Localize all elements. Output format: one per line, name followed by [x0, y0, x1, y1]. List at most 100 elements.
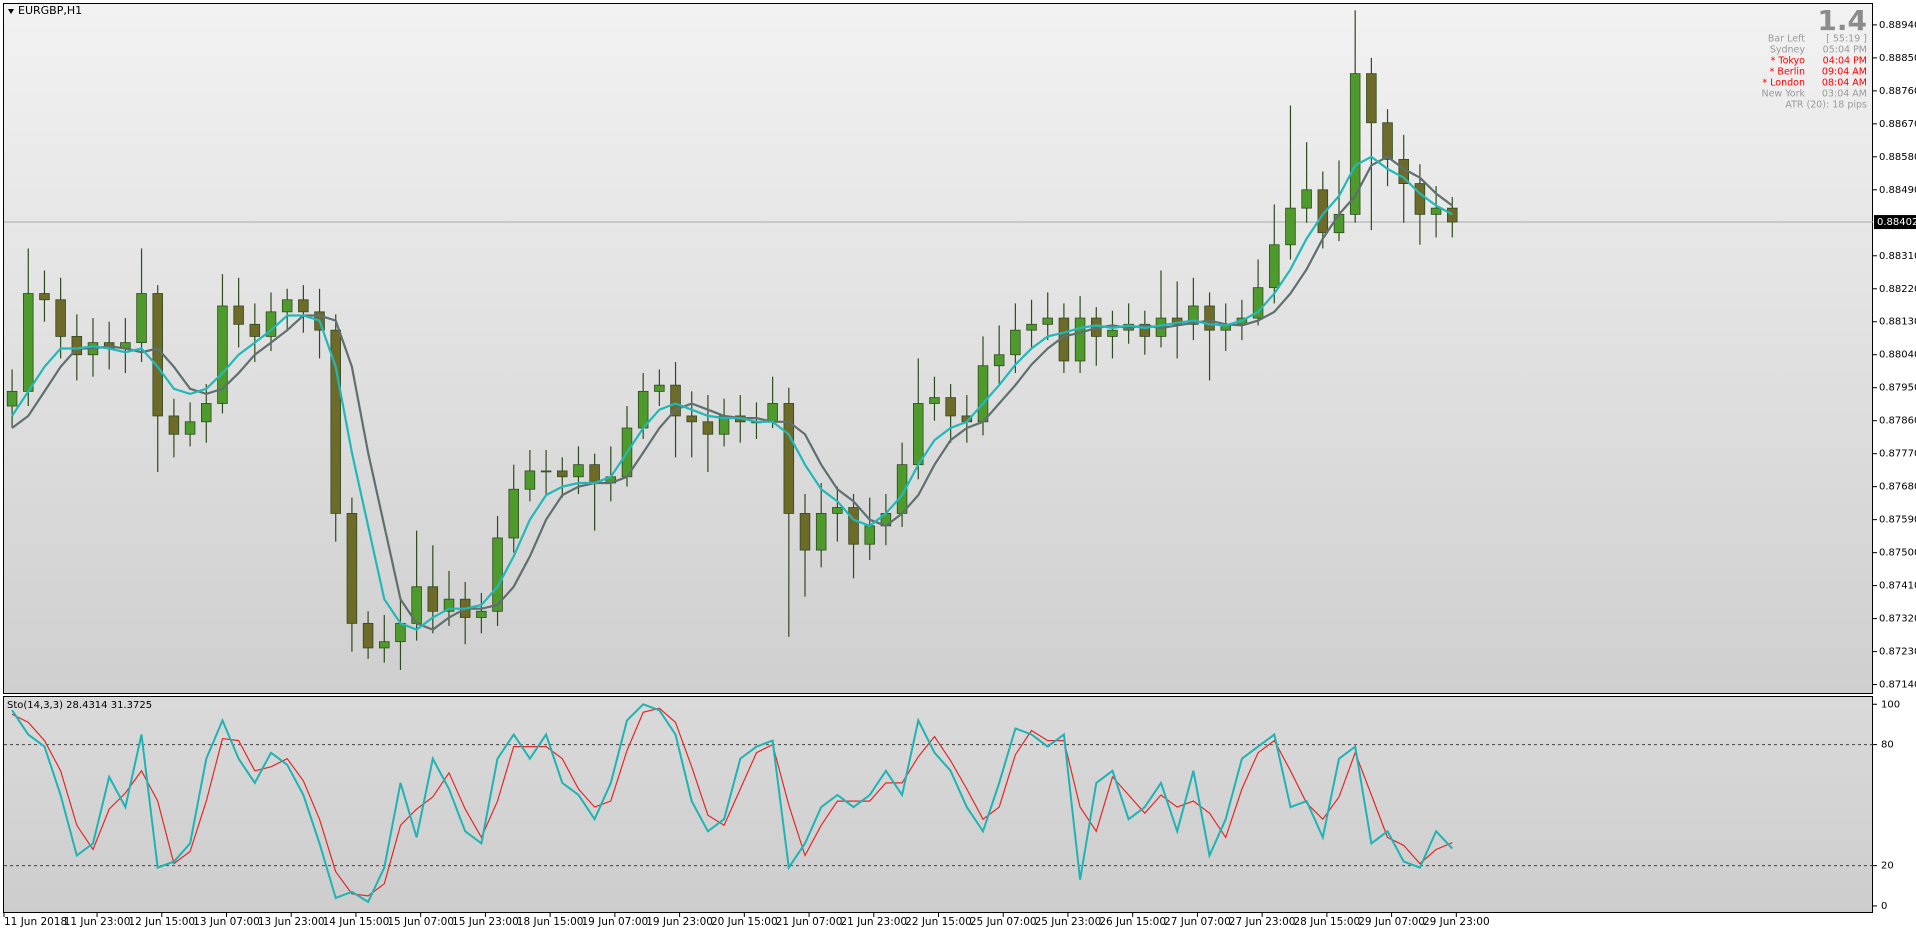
x-tick-label: 19 Jun 07:00 — [582, 916, 649, 928]
candle-body — [1269, 244, 1280, 289]
x-tick-label: 26 Jun 15:00 — [1099, 916, 1166, 928]
candle-body — [913, 403, 924, 466]
candle-body — [767, 403, 778, 423]
candle-body — [71, 336, 83, 356]
info-value: 09:04 AM — [1822, 67, 1867, 78]
info-footer: ATR (20): 18 pips — [1785, 100, 1867, 111]
candle-body — [281, 299, 293, 313]
candle-body — [1301, 189, 1312, 209]
stochastic-line — [11, 703, 1454, 904]
chart-title: EURGBP,H1 — [18, 4, 82, 17]
candle-body — [1447, 207, 1458, 223]
candle-body — [55, 299, 66, 337]
candle-body — [330, 329, 341, 514]
candle-body — [346, 513, 358, 624]
candle-body — [1333, 213, 1345, 234]
x-tick-label: 29 Jun 23:00 — [1423, 916, 1490, 928]
x-tick-label: 21 Jun 07:00 — [776, 916, 843, 928]
moving-average — [11, 155, 1453, 631]
y-tick-label: 80 — [1881, 740, 1894, 751]
main-panel — [3, 3, 1873, 694]
candle-body — [379, 641, 390, 649]
x-tick-label: 20 Jun 15:00 — [711, 916, 778, 928]
candle-body — [686, 415, 697, 423]
candle-body — [395, 622, 406, 643]
candle-body — [1366, 73, 1377, 124]
y-tick-label: 100 — [1881, 699, 1900, 710]
candle-body — [23, 293, 34, 392]
candle-body — [524, 470, 536, 490]
candle-body — [815, 513, 827, 551]
info-label: * Tokyo — [1771, 56, 1806, 67]
candle-body — [702, 421, 714, 435]
x-tick-label: 12 Jun 15:00 — [128, 916, 195, 928]
stochastic-line — [11, 707, 1453, 897]
stochastic-panel — [3, 696, 1873, 913]
candle-body — [233, 305, 244, 325]
candle-body — [476, 610, 487, 618]
candle-body — [443, 598, 455, 612]
x-tick-label: 21 Jun 23:00 — [840, 916, 907, 928]
candle-body — [6, 390, 18, 407]
current-price-box — [1874, 215, 1916, 230]
x-tick-label: 25 Jun 23:00 — [1035, 916, 1102, 928]
x-tick-label: 25 Jun 07:00 — [970, 916, 1037, 928]
candle-body — [201, 403, 212, 423]
candle-body — [1074, 317, 1086, 362]
candle-body — [136, 293, 147, 344]
x-tick-label: 18 Jun 15:00 — [517, 916, 584, 928]
menu-arrow[interactable] — [8, 9, 14, 14]
candle-body — [184, 421, 196, 435]
candle-body — [832, 507, 843, 514]
candle-body — [265, 311, 277, 337]
x-tick-label: 11 Jun 2018 — [4, 916, 67, 928]
y-tick-label: 0.87140 — [1879, 680, 1916, 691]
candle-body — [492, 537, 503, 612]
candle-body — [168, 415, 180, 435]
candle-body — [589, 464, 600, 484]
x-tick-label: 27 Jun 23:00 — [1229, 916, 1296, 928]
info-label: Bar Left — [1768, 34, 1805, 45]
x-tick-label: 13 Jun 07:00 — [193, 916, 260, 928]
candle-body — [1026, 323, 1037, 331]
candle-body — [1107, 329, 1118, 337]
candle-body — [864, 525, 875, 545]
x-tick-label: 27 Jun 07:00 — [1164, 916, 1231, 928]
candle-body — [1349, 73, 1361, 215]
candle-body — [1042, 317, 1053, 325]
x-tick-label: 19 Jun 23:00 — [646, 916, 713, 928]
candle-body — [929, 397, 940, 404]
candle-body — [670, 384, 681, 417]
candle-body — [362, 622, 374, 649]
x-tick-label: 29 Jun 07:00 — [1358, 916, 1425, 928]
candle-body — [1188, 305, 1199, 325]
indicator-label: Sto(14,3,3) 28.4314 31.3725 — [7, 700, 152, 711]
candle-body — [654, 384, 665, 392]
candle-body — [152, 293, 163, 417]
candle-body — [540, 470, 552, 473]
info-value: 03:04 AM — [1822, 89, 1867, 100]
candle-body — [1414, 183, 1426, 215]
x-tick-label: 13 Jun 23:00 — [258, 916, 325, 928]
info-value: 04:04 PM — [1823, 56, 1867, 67]
info-value: 08:04 AM — [1822, 78, 1867, 89]
spread-value: 1.4 — [1817, 4, 1867, 37]
candle-body — [298, 299, 309, 313]
current-price-label: 0.88402 — [1877, 217, 1916, 228]
